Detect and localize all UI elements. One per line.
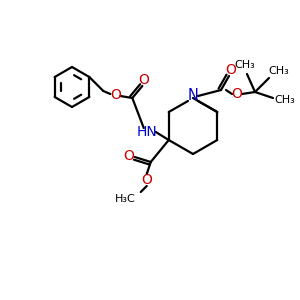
Text: CH₃: CH₃ — [235, 60, 255, 70]
Text: O: O — [138, 73, 149, 87]
Text: O: O — [110, 88, 121, 102]
Text: N: N — [188, 88, 198, 104]
Text: O: O — [123, 149, 134, 163]
Text: HN: HN — [136, 125, 157, 139]
Text: O: O — [232, 87, 242, 101]
Text: H₃C: H₃C — [114, 194, 135, 204]
Text: O: O — [141, 173, 152, 187]
Text: CH₃: CH₃ — [274, 95, 296, 105]
Text: CH₃: CH₃ — [268, 66, 290, 76]
Text: O: O — [226, 63, 236, 77]
